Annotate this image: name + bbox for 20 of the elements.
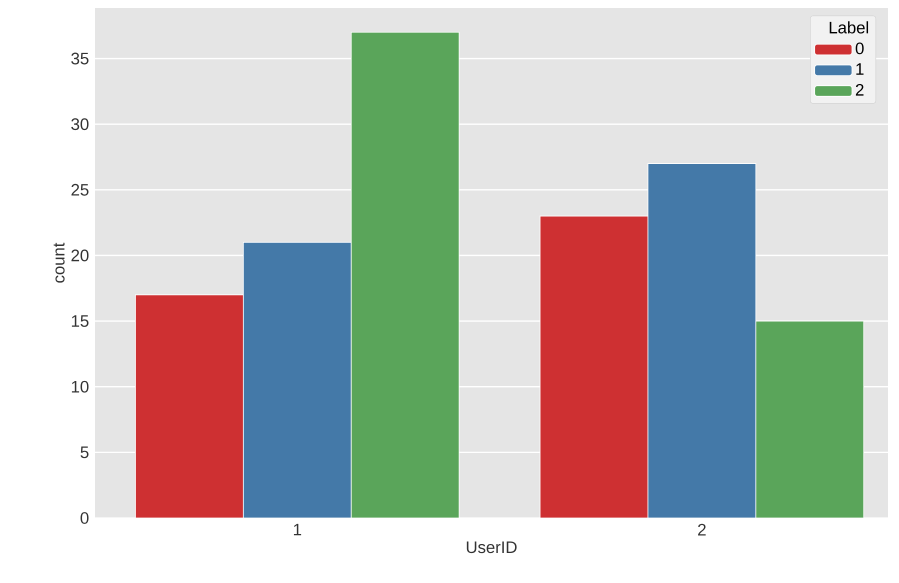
legend-label: 0 [856, 42, 864, 54]
y-tick-label: 0 [80, 512, 89, 524]
bar [242, 242, 352, 518]
bar [350, 32, 460, 518]
legend-title: Label [830, 21, 868, 34]
y-tick-label: 15 [72, 315, 88, 327]
bar [755, 320, 864, 518]
y-axis-title: count [54, 242, 65, 283]
y-tick-label: 20 [71, 250, 89, 262]
y-tick-label: 10 [72, 380, 89, 393]
y-tick-label: 35 [71, 52, 88, 64]
y-tick-label: 5 [80, 446, 88, 458]
bar [540, 216, 648, 518]
y-tick-label: 30 [71, 118, 89, 130]
legend-label: 2 [856, 84, 864, 96]
legend-label: 1 [856, 63, 864, 75]
bar [648, 163, 756, 518]
x-axis-title: UserID [466, 542, 517, 554]
bar [135, 294, 244, 518]
y-tick-label: 25 [71, 184, 88, 196]
